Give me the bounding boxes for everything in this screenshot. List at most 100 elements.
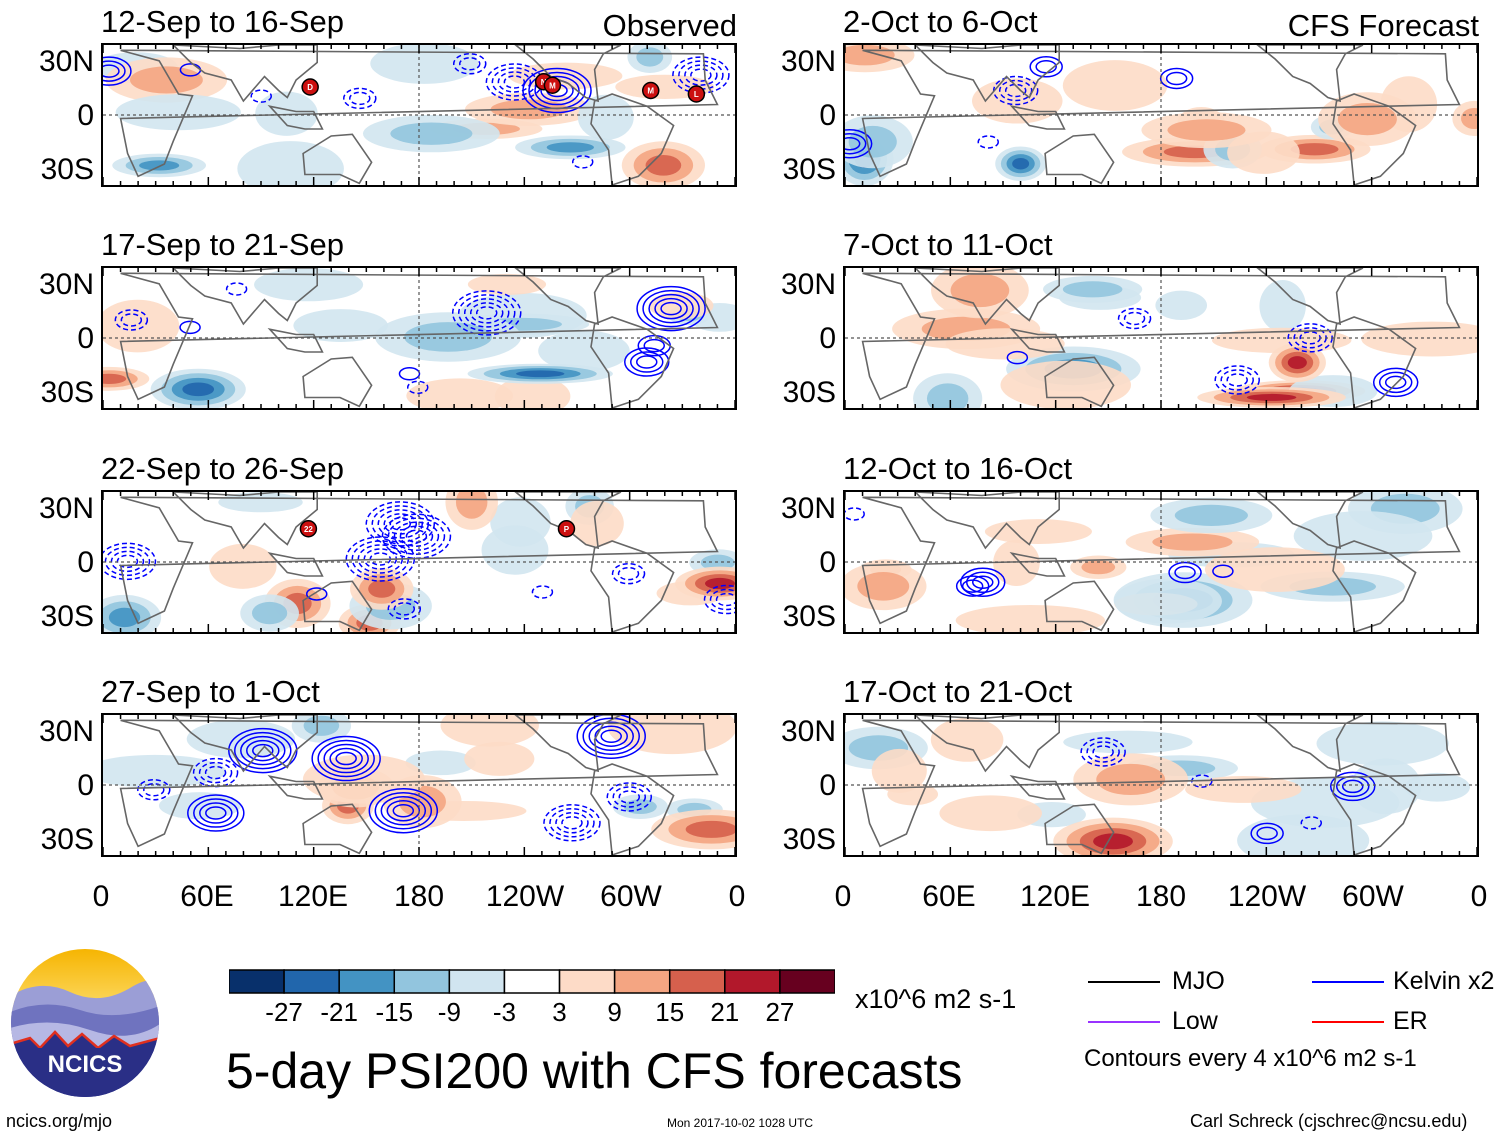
coastline	[1044, 133, 1115, 185]
kelvin-contour	[630, 351, 664, 373]
anomaly-shading	[302, 754, 425, 804]
anomaly-shading	[481, 525, 549, 575]
coastline	[1332, 763, 1417, 855]
anomaly-shading	[303, 715, 340, 736]
y-tick-label: 0	[77, 322, 94, 355]
y-tick-label: 0	[77, 99, 94, 132]
kelvin-contour	[642, 289, 700, 328]
kelvin-contour	[398, 367, 421, 381]
coastline	[302, 356, 373, 408]
kelvin-contour	[240, 735, 286, 766]
kelvin-contour	[392, 803, 415, 818]
kelvin-contour	[1226, 373, 1248, 387]
coastline	[1044, 803, 1115, 855]
footer-site[interactable]: ncics.org/mjo	[6, 1111, 113, 1131]
anomaly-shading	[103, 373, 127, 384]
kelvin-contour	[1378, 371, 1413, 394]
coastline	[861, 719, 1461, 848]
colorbar-tick-label: -27	[265, 997, 303, 1027]
anomaly-shading	[1167, 119, 1246, 141]
x-tick-label: 120W	[485, 880, 565, 913]
psi200-map	[101, 713, 737, 857]
y-tick-label: 30N	[38, 715, 94, 748]
anomaly-shading	[1337, 102, 1397, 136]
coastline	[1009, 775, 1066, 800]
footer-author: Carl Schreck (cjschrec@ncsu.edu)	[1190, 1111, 1468, 1131]
storm-label: 22	[304, 525, 313, 534]
anomaly-shading	[1155, 290, 1208, 321]
colorbar-swatch	[779, 969, 835, 994]
coastline	[590, 316, 675, 408]
kelvin-contour	[387, 598, 422, 620]
coastline	[914, 492, 1060, 550]
kelvin-contour	[399, 525, 434, 547]
y-tick-label: 0	[819, 322, 836, 355]
kelvin-contour	[845, 132, 867, 155]
storm-marker: M	[543, 76, 562, 94]
coastline	[1332, 316, 1417, 408]
anomaly-shading	[1093, 833, 1133, 850]
coastline	[861, 272, 1461, 401]
anomaly-shading	[939, 795, 1042, 832]
coastline	[119, 496, 719, 625]
kelvin-contour	[1300, 816, 1323, 830]
anomaly-shading	[926, 383, 969, 408]
kelvin-contour	[371, 505, 430, 543]
panel-title: 27-Sep to 1-Oct	[101, 674, 320, 709]
anomaly-shading	[139, 160, 180, 171]
kelvin-contour	[228, 727, 298, 774]
anomaly-shading	[1287, 356, 1307, 370]
anomaly-shading	[1096, 763, 1166, 796]
kelvin-contour	[1123, 311, 1146, 326]
anomaly-shading	[984, 519, 1092, 544]
anomaly-shading	[406, 378, 514, 408]
footer-timestamp: Mon 2017-10-02 1028 UTC	[667, 1116, 814, 1130]
psi200-map	[101, 266, 737, 410]
x-tick-label: 60E	[922, 880, 976, 913]
panel-title: 7-Oct to 11-Oct	[843, 227, 1053, 262]
kelvin-contour	[143, 783, 165, 797]
kelvin-contour	[1117, 307, 1152, 330]
kelvin-contour	[393, 521, 440, 551]
kelvin-contour	[611, 562, 646, 585]
psi200-map	[843, 43, 1479, 187]
kelvin-contour	[389, 517, 412, 531]
legend-label-low: Low	[1172, 1007, 1218, 1035]
anomaly-shading	[1012, 157, 1030, 170]
coastline	[1256, 715, 1364, 773]
colorbar-tick-label: 21	[710, 997, 740, 1027]
kelvin-contour	[684, 64, 718, 86]
coastline	[514, 715, 622, 773]
kelvin-contour	[606, 782, 653, 812]
coastline	[119, 272, 719, 401]
coastline	[172, 492, 318, 550]
kelvin-contour	[204, 765, 227, 780]
kelvin-contour	[977, 135, 999, 149]
y-tick-label: 0	[819, 546, 836, 579]
anomaly-shading	[570, 500, 624, 547]
kelvin-contour	[576, 715, 646, 759]
kelvin-contour	[1256, 826, 1278, 841]
kelvin-contour	[1029, 56, 1063, 78]
coastline	[914, 45, 1060, 103]
anomaly-shading	[1062, 60, 1168, 111]
anomaly-shading	[1081, 560, 1116, 575]
anomaly-shading	[1351, 758, 1422, 815]
kelvin-contour	[636, 355, 658, 369]
anomaly-shading	[1063, 730, 1193, 754]
kelvin-contour	[305, 587, 328, 601]
kelvin-contour	[1212, 564, 1234, 578]
kelvin-contour	[709, 588, 735, 611]
y-tick-label: 30N	[38, 45, 94, 78]
kelvin-contour	[365, 501, 436, 547]
coastline	[267, 105, 324, 130]
colorbar-swatch	[393, 969, 451, 994]
kelvin-contour	[317, 739, 375, 778]
colorbar-tick-label: 3	[552, 997, 567, 1027]
anomaly-shading	[103, 299, 180, 353]
kelvin-contour	[405, 529, 428, 543]
kelvin-contour	[1004, 83, 1027, 98]
kelvin-contour	[624, 347, 670, 377]
colorbar-tick-label: 15	[655, 997, 685, 1027]
coastline	[1332, 93, 1417, 185]
